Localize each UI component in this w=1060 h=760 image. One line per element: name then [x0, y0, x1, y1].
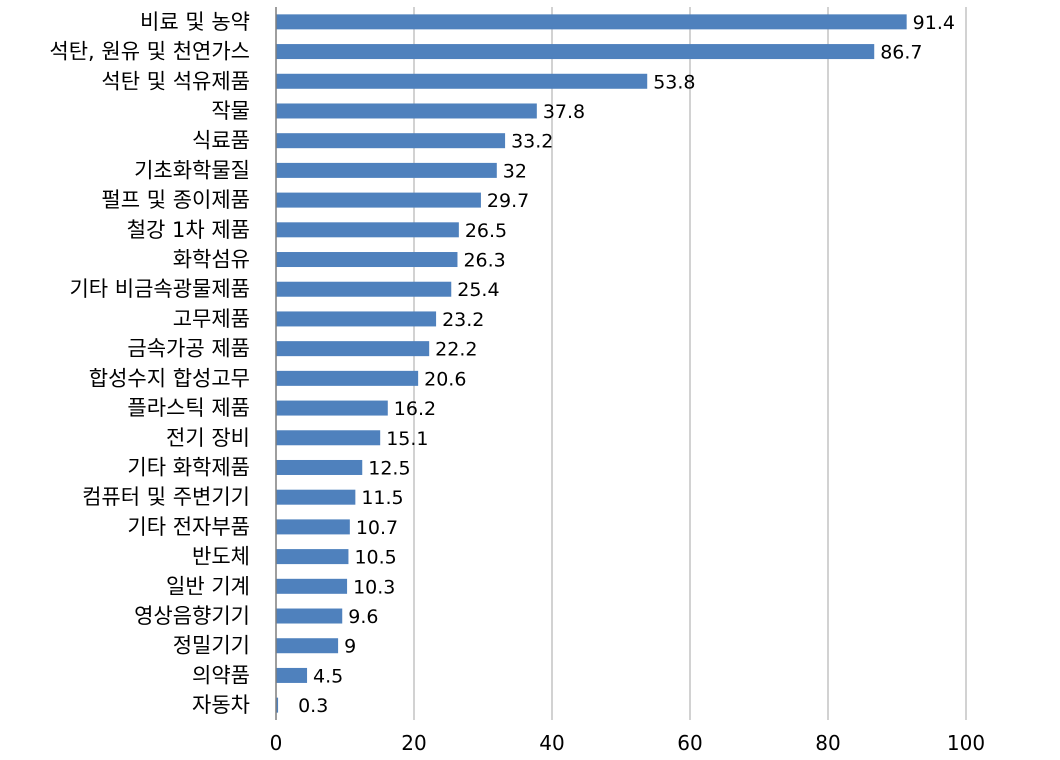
bar: [276, 459, 363, 475]
data-label: 15.1: [386, 428, 428, 450]
category-label: 철강 1차 제품: [127, 218, 250, 242]
category-label: 의약품: [192, 663, 250, 687]
data-label: 26.5: [465, 220, 507, 242]
data-label: 29.7: [487, 190, 529, 212]
bar: [276, 73, 648, 89]
category-label: 화학섬유: [173, 248, 250, 272]
x-tick-label: 60: [677, 731, 702, 755]
bar: [276, 133, 506, 149]
data-label: 53.8: [653, 71, 695, 93]
data-label: 26.3: [463, 250, 505, 272]
bar: [276, 697, 279, 713]
x-tick-label: 0: [270, 731, 283, 755]
category-label: 컴퓨터 및 주변기기: [82, 485, 250, 509]
data-label: 25.4: [457, 279, 499, 301]
data-label: 10.5: [354, 547, 396, 569]
x-tick-label: 20: [401, 731, 426, 755]
data-label: 11.5: [361, 487, 403, 509]
category-label: 정밀기기: [173, 634, 250, 658]
x-tick-label: 40: [539, 731, 564, 755]
x-tick-label: 80: [815, 731, 840, 755]
bar: [276, 192, 481, 208]
category-label: 일반 기계: [166, 574, 250, 598]
data-label: 23.2: [442, 309, 484, 331]
x-tick-label: 100: [947, 731, 985, 755]
category-label: 작물: [211, 99, 250, 123]
category-label: 식료품: [192, 129, 250, 153]
bars: [276, 14, 907, 713]
bar: [276, 400, 388, 416]
bar: [276, 281, 452, 297]
bar: [276, 341, 430, 357]
bar: [276, 370, 419, 386]
data-label: 10.7: [356, 517, 398, 539]
bar: [276, 489, 356, 505]
data-label: 33.2: [511, 131, 553, 153]
data-label: 16.2: [394, 398, 436, 420]
grid-lines: [413, 7, 967, 720]
category-label: 기타 비금속광물제품: [69, 277, 250, 301]
category-label: 영상음향기기: [134, 604, 250, 628]
data-label: 4.5: [313, 665, 343, 687]
bar: [276, 311, 437, 327]
category-label: 고무제품: [173, 307, 250, 331]
category-label: 펄프 및 종이제품: [101, 188, 250, 212]
data-label: 22.2: [435, 339, 477, 361]
category-label: 기초화학물질: [134, 158, 250, 182]
category-label: 플라스틱 제품: [127, 396, 250, 420]
data-label: 0.3: [298, 695, 328, 717]
category-label: 반도체: [192, 545, 250, 569]
data-label: 12.5: [368, 457, 410, 479]
category-label: 전기 장비: [166, 426, 250, 450]
bar: [276, 578, 348, 594]
category-label: 합성수지 합성고무: [89, 366, 250, 390]
category-label: 기타 전자부품: [127, 515, 250, 539]
category-label: 자동차: [192, 693, 250, 717]
bar: [276, 549, 349, 565]
bar: [276, 44, 875, 60]
category-label: 석탄 및 석유제품: [101, 69, 250, 93]
category-label: 비료 및 농약: [140, 10, 250, 34]
data-label: 32: [503, 160, 527, 182]
data-label: 9.6: [348, 606, 378, 628]
bar: [276, 667, 308, 683]
bar: [276, 252, 458, 268]
category-label: 기타 화학제품: [127, 455, 250, 479]
category-label: 금속가공 제품: [127, 337, 250, 361]
bar: [276, 638, 339, 654]
data-label: 10.3: [353, 576, 395, 598]
data-label: 20.6: [424, 368, 466, 390]
bar: [276, 430, 381, 446]
data-label: 86.7: [880, 42, 922, 64]
category-label: 석탄, 원유 및 천연가스: [49, 40, 250, 64]
bar: [276, 103, 537, 119]
bar: [276, 14, 907, 30]
data-label: 9: [344, 636, 356, 658]
x-axis-ticks: 0 20 40 60 80 100: [270, 731, 985, 755]
bar: [276, 162, 497, 178]
bar: [276, 222, 459, 238]
data-label: 91.4: [913, 12, 955, 34]
data-label: 37.8: [543, 101, 585, 123]
value-labels: 91.4 86.7 53.8 37.8 33.2 32 29.7 26.5 26.3 25.4 23…: [298, 12, 955, 717]
bar: [276, 608, 343, 624]
bar: [276, 519, 350, 535]
